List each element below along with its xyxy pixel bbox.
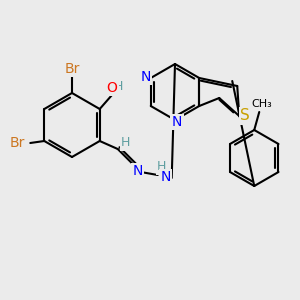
- Text: CH₃: CH₃: [252, 99, 273, 109]
- Text: Br: Br: [64, 62, 80, 76]
- Text: O: O: [106, 81, 117, 95]
- Text: H: H: [114, 80, 123, 92]
- Text: N: N: [172, 115, 182, 129]
- Text: H: H: [121, 136, 130, 149]
- Text: S: S: [240, 109, 250, 124]
- Text: H: H: [157, 160, 166, 173]
- Text: Br: Br: [10, 136, 25, 150]
- Text: N: N: [160, 170, 171, 184]
- Text: N: N: [133, 164, 143, 178]
- Text: N: N: [141, 70, 151, 84]
